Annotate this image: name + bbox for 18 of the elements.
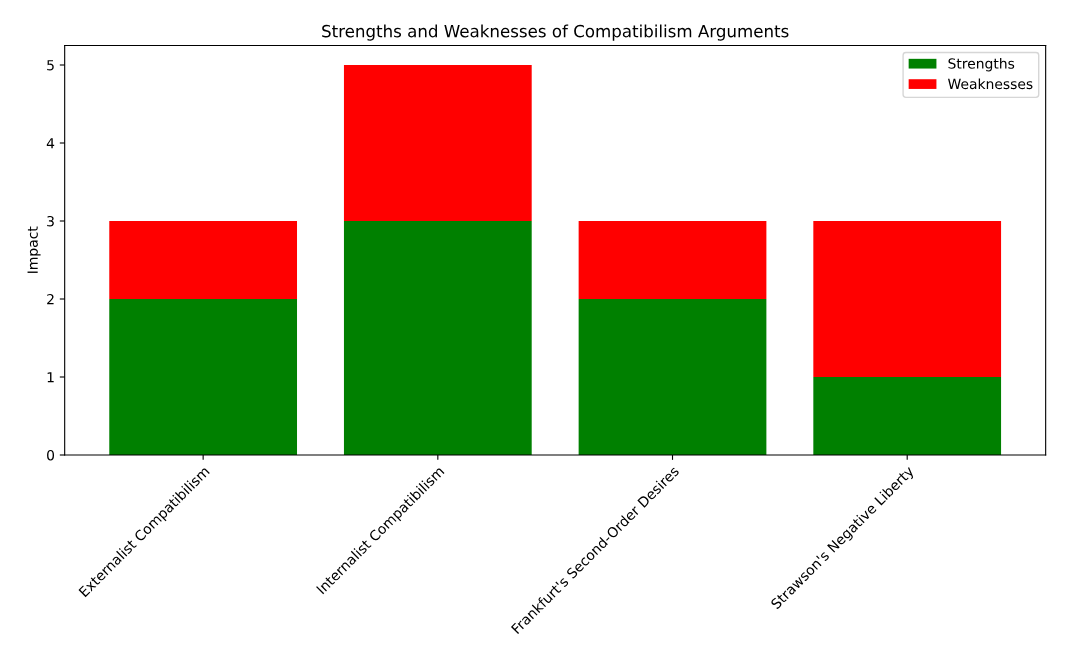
y-axis-title: Impact (27, 226, 41, 273)
y-tick-label: 0 (47, 449, 55, 461)
y-tick-label: 1 (47, 372, 54, 383)
legend-label: Weaknesses (948, 78, 1033, 90)
legend-label: Strengths (948, 58, 1015, 72)
bar (109, 299, 298, 455)
bar (578, 299, 767, 455)
bar (343, 221, 532, 455)
y-tick-label: 5 (47, 60, 54, 71)
y-tick-label: 2 (47, 293, 54, 305)
y-tick-label: 4 (46, 138, 55, 149)
bar (343, 65, 532, 221)
bar (109, 221, 298, 299)
y-tick-label: 3 (47, 215, 54, 227)
chart-title: Strengths and Weaknesses of Compatibilism Arguments (322, 24, 789, 41)
bar (578, 221, 767, 299)
bar (813, 377, 1002, 455)
bar (813, 221, 1002, 377)
